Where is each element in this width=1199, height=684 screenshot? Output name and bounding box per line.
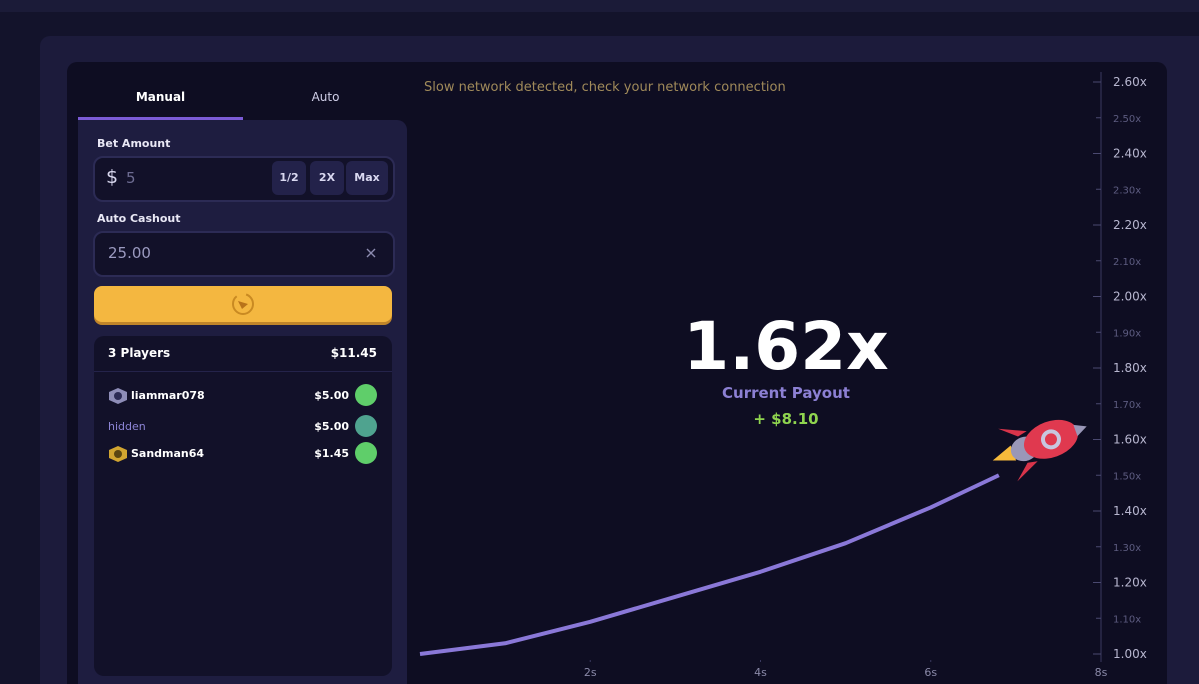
y-tick-label: 2.20x: [1113, 218, 1147, 232]
tab-indicator: [78, 117, 243, 120]
players-panel: [94, 336, 392, 676]
currency-coin: [355, 415, 377, 437]
payout-graph: 1.62x Current Payout + $8.10 1.00x 1.10x 1…: [419, 72, 1147, 679]
tab-auto[interactable]: Auto: [311, 90, 340, 104]
player-total: $11.45: [330, 346, 377, 360]
y-tick-label: 1.50x: [1113, 471, 1141, 482]
currency: $: [106, 166, 119, 188]
y-tick-label: 1.10x: [1113, 614, 1141, 625]
y-tick-label: 2.60x: [1113, 75, 1147, 89]
y-tick-label: 2.10x: [1113, 257, 1141, 268]
player-name: liammar078: [131, 389, 205, 402]
network-notice: Slow network detected, check your networ…: [424, 80, 786, 95]
divider: [94, 371, 392, 372]
rocket-icon: [232, 293, 254, 315]
clear-icon[interactable]: [366, 248, 376, 258]
payout-label: Current Payout: [722, 384, 850, 402]
half-button[interactable]: 1/2: [272, 161, 306, 195]
cashout-value: 25.00: [108, 244, 151, 262]
x-tick-label: 4s: [754, 666, 767, 679]
profit: + $8.10: [753, 410, 818, 428]
top-bar: [0, 0, 1199, 12]
y-tick-label: 1.30x: [1113, 543, 1141, 554]
max-button[interactable]: Max: [346, 161, 388, 195]
player-count: 3 Players: [108, 346, 171, 360]
player-amount: $1.45: [314, 447, 349, 460]
y-tick-label: 2.40x: [1113, 147, 1147, 161]
double-button[interactable]: 2X: [310, 161, 344, 195]
y-tick-label: 2.50x: [1113, 114, 1141, 125]
rank-badge: [109, 388, 127, 404]
rank-badge: [109, 446, 127, 462]
rocket: [992, 419, 1087, 482]
x-tick-label: 6s: [924, 666, 937, 679]
player-amount: $5.00: [314, 389, 349, 402]
y-tick-label: 1.60x: [1113, 433, 1147, 447]
y-tick-label: 1.90x: [1113, 328, 1141, 339]
bet-value: 5: [126, 169, 136, 187]
y-tick-label: 1.70x: [1113, 400, 1141, 411]
payout-curve: [419, 473, 1000, 656]
player-amount: $5.00: [314, 420, 349, 433]
tab-manual[interactable]: Manual: [135, 90, 186, 104]
x-tick-label: 2s: [584, 666, 597, 679]
x-tick-label: 8s: [1095, 666, 1108, 679]
bet-input[interactable]: [93, 156, 395, 202]
currency-coin: [355, 384, 377, 406]
bet-label: Bet Amount: [97, 137, 171, 150]
currency-coin: [355, 442, 377, 464]
y-tick-label: 1.20x: [1113, 576, 1147, 590]
y-tick-label: 2.00x: [1113, 290, 1147, 304]
cashout-label: Auto Cashout: [97, 212, 181, 225]
y-tick-label: 1.00x: [1113, 647, 1147, 661]
player-name: hidden: [108, 420, 146, 433]
y-tick-label: 2.30x: [1113, 185, 1141, 196]
player-name: Sandman64: [131, 447, 205, 460]
cashout-input[interactable]: [93, 231, 395, 277]
multiplier: 1.62x: [683, 308, 888, 385]
y-tick-label: 1.40x: [1113, 504, 1147, 518]
y-tick-label: 1.80x: [1113, 361, 1147, 375]
